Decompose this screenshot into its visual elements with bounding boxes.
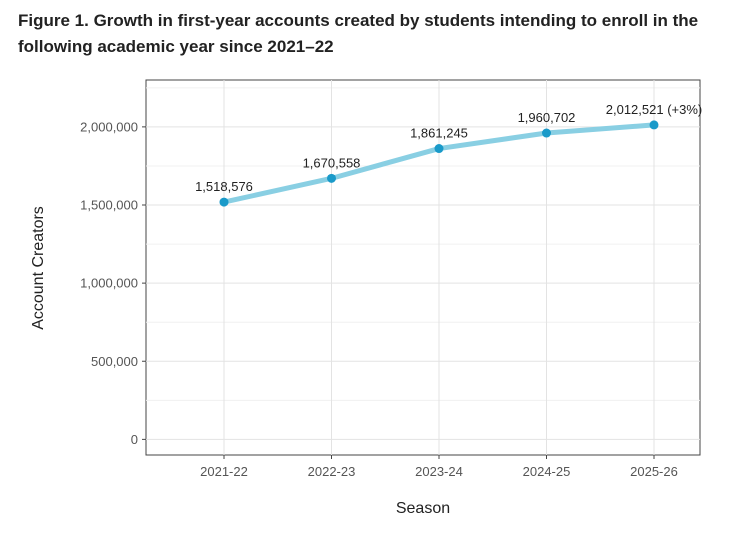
plot-background bbox=[145, 79, 701, 456]
data-label: 2,012,521 (+3%) bbox=[606, 102, 702, 117]
x-tick-label: 2025-26 bbox=[630, 464, 678, 479]
y-tick-label: 500,000 bbox=[91, 354, 138, 369]
x-tick-label: 2021-22 bbox=[200, 464, 248, 479]
y-axis-label: Account Creators bbox=[30, 206, 47, 330]
series-account-creators bbox=[219, 120, 659, 207]
x-axis-label: Season bbox=[396, 500, 450, 517]
data-labels: 1,518,576 1,670,558 1,861,245 1,960,702 2,01… bbox=[195, 102, 702, 194]
data-point bbox=[649, 120, 659, 130]
x-tick-label: 2022-23 bbox=[308, 464, 356, 479]
data-label: 1,518,576 bbox=[195, 179, 253, 194]
y-axis: 0 500,000 1,000,000 1,500,000 2,000,000 bbox=[80, 119, 146, 447]
data-label: 1,670,558 bbox=[303, 155, 361, 170]
data-point bbox=[434, 144, 444, 154]
figure-title: Figure 1. Growth in first-year accounts … bbox=[18, 11, 699, 56]
data-point bbox=[219, 197, 229, 207]
y-tick-label: 1,500,000 bbox=[80, 198, 138, 213]
x-axis: 2021-22 2022-23 2023-24 2024-25 2025-26 bbox=[200, 455, 678, 479]
y-tick-label: 0 bbox=[131, 432, 138, 447]
data-point bbox=[327, 173, 336, 183]
y-tick-label: 2,000,000 bbox=[80, 119, 138, 134]
data-point bbox=[542, 128, 551, 138]
x-tick-label: 2024-25 bbox=[523, 464, 571, 479]
data-label: 1,960,702 bbox=[518, 110, 576, 125]
y-tick-label: 1,000,000 bbox=[80, 276, 138, 291]
x-tick-label: 2023-24 bbox=[415, 464, 463, 479]
data-label: 1,861,245 bbox=[410, 126, 468, 141]
